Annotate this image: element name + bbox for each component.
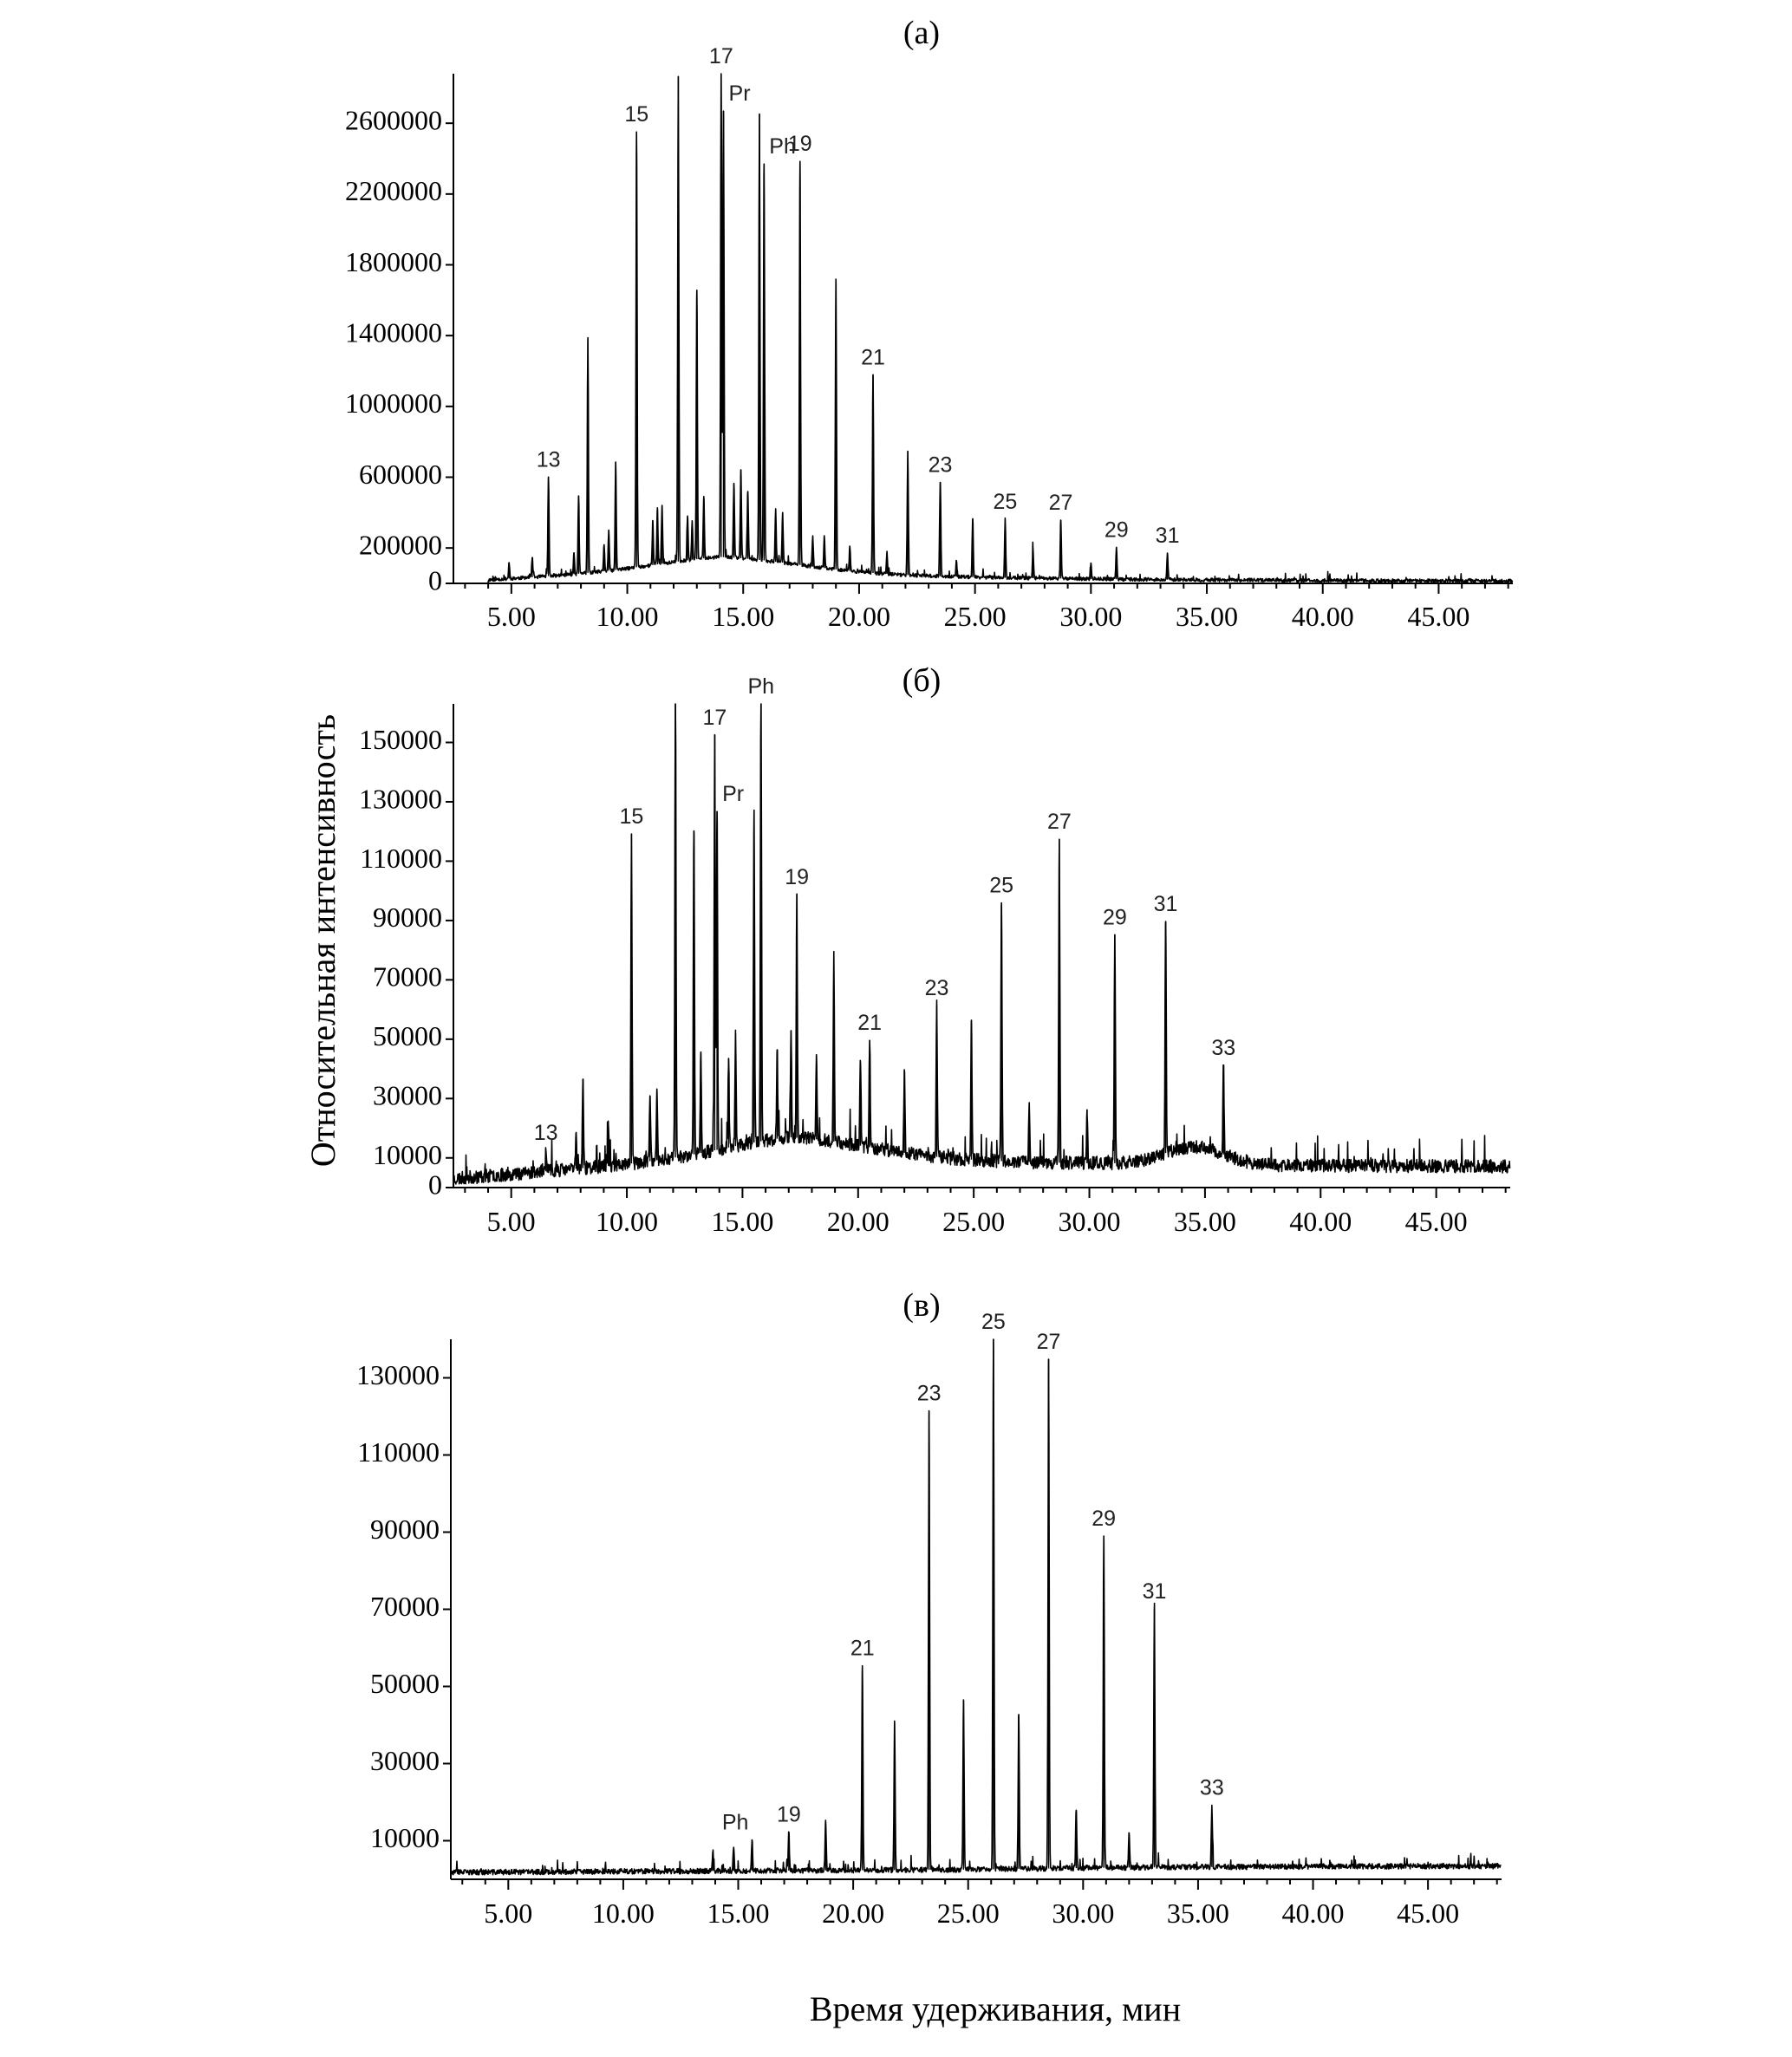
peak-label: 15 [624, 102, 648, 127]
peak-label: 21 [857, 1011, 882, 1035]
peak-label: 29 [1103, 905, 1127, 929]
y-tick-label: 10000 [370, 1822, 440, 1853]
peak-label: 25 [989, 874, 1013, 898]
x-tick-label: 25.00 [937, 1898, 1000, 1929]
x-axis-title: Время удерживания, мин [810, 1989, 1181, 2028]
peak-label: 27 [1049, 491, 1073, 515]
peak-label: 29 [1091, 1507, 1116, 1531]
x-tick-label: 10.00 [596, 601, 659, 632]
y-tick-label: 30000 [373, 1080, 442, 1111]
y-tick-label: 1400000 [345, 317, 442, 348]
panel-title: (б) [903, 662, 942, 699]
y-tick-label: 1800000 [345, 246, 442, 277]
y-tick-label: 10000 [373, 1139, 442, 1170]
peak-label: Ph [722, 1811, 749, 1835]
peak-label: 33 [1200, 1776, 1224, 1800]
peak-label: 19 [788, 132, 812, 156]
peak-label: 23 [925, 976, 949, 1000]
x-tick-label: 20.00 [827, 1206, 889, 1237]
panel-title: (в) [903, 1287, 940, 1324]
x-tick-label: 40.00 [1282, 1898, 1345, 1929]
peak-label: 13 [534, 1121, 558, 1145]
y-tick-label: 110000 [357, 1436, 440, 1468]
y-tick-label: 30000 [370, 1745, 440, 1776]
x-tick-label: 10.00 [592, 1898, 655, 1929]
y-tick-label: 600000 [359, 459, 442, 490]
y-tick-label: 50000 [370, 1668, 440, 1699]
peak-label: 27 [1037, 1330, 1061, 1354]
peak-label: 17 [709, 44, 733, 68]
peak-label: 23 [917, 1382, 942, 1406]
y-tick-label: 0 [428, 564, 442, 596]
x-tick-label: 30.00 [1052, 1898, 1114, 1929]
peak-label: 31 [1156, 524, 1180, 548]
x-tick-label: 5.00 [484, 1898, 532, 1929]
peak-label: 17 [703, 706, 727, 730]
y-tick-label: 90000 [373, 902, 442, 933]
peak-label: 13 [537, 447, 561, 472]
chromatogram-panel-c: (в) 10000 30000 50000 70000 90000 110000 130000… [356, 1287, 1502, 1929]
peak-label: Pr [722, 782, 744, 806]
chromatogram-trace [453, 73, 1514, 584]
peak-label: 27 [1047, 810, 1072, 834]
panel-title: (а) [903, 15, 940, 51]
x-tick-label: 35.00 [1174, 1206, 1236, 1237]
x-tick-label: 45.00 [1407, 601, 1469, 632]
chromatogram-trace [453, 703, 1511, 1185]
x-tick-label: 10.00 [596, 1206, 658, 1237]
peak-label: 21 [861, 345, 885, 369]
peak-label: Ph [769, 134, 796, 159]
peak-label: Ph [747, 674, 774, 699]
x-tick-label: 35.00 [1167, 1898, 1229, 1929]
x-tick-label: 40.00 [1292, 601, 1354, 632]
x-tick-label: 40.00 [1289, 1206, 1352, 1237]
y-tick-label: 200000 [359, 530, 442, 561]
peak-label: Pr [729, 81, 751, 106]
y-tick-label: 90000 [370, 1513, 440, 1545]
x-tick-label: 5.00 [487, 1206, 536, 1237]
peak-label: 23 [929, 453, 953, 478]
peak-label: 29 [1105, 518, 1129, 542]
y-tick-label: 110000 [360, 843, 442, 874]
x-tick-label: 5.00 [487, 601, 536, 632]
y-axis-title: Относительная интенсивность [303, 714, 342, 1167]
x-tick-label: 25.00 [942, 1206, 1005, 1237]
y-tick-label: 130000 [356, 1359, 440, 1390]
x-tick-label: 45.00 [1405, 1206, 1468, 1237]
y-tick-label: 70000 [370, 1591, 440, 1622]
y-tick-label: 50000 [373, 1020, 442, 1051]
peak-label: 25 [993, 490, 1017, 514]
x-tick-label: 15.00 [712, 601, 774, 632]
peak-label: 31 [1143, 1579, 1167, 1604]
y-tick-label: 2600000 [345, 105, 442, 136]
x-tick-label: 20.00 [828, 601, 890, 632]
x-tick-label: 45.00 [1397, 1898, 1459, 1929]
x-tick-label: 25.00 [944, 601, 1007, 632]
y-tick-label: 70000 [373, 961, 442, 993]
peak-label: 19 [785, 865, 809, 889]
peak-label: 31 [1154, 892, 1178, 916]
peak-label: 19 [777, 1802, 801, 1826]
peak-label: 15 [619, 804, 643, 829]
y-tick-label: 0 [428, 1168, 442, 1200]
peak-label: 25 [981, 1310, 1006, 1334]
peak-label: 21 [850, 1637, 875, 1661]
y-tick-label: 130000 [359, 783, 442, 814]
y-tick-label: 1000000 [345, 387, 442, 419]
x-tick-label: 30.00 [1059, 1206, 1121, 1237]
y-tick-label: 2200000 [345, 175, 442, 206]
x-tick-label: 15.00 [707, 1898, 770, 1929]
x-tick-label: 15.00 [711, 1206, 773, 1237]
x-tick-label: 35.00 [1176, 601, 1238, 632]
x-tick-label: 20.00 [822, 1898, 884, 1929]
x-tick-label: 30.00 [1059, 601, 1122, 632]
chromatogram-trace [450, 1338, 1502, 1876]
y-tick-label: 150000 [359, 724, 442, 755]
peak-label: 33 [1211, 1036, 1235, 1060]
